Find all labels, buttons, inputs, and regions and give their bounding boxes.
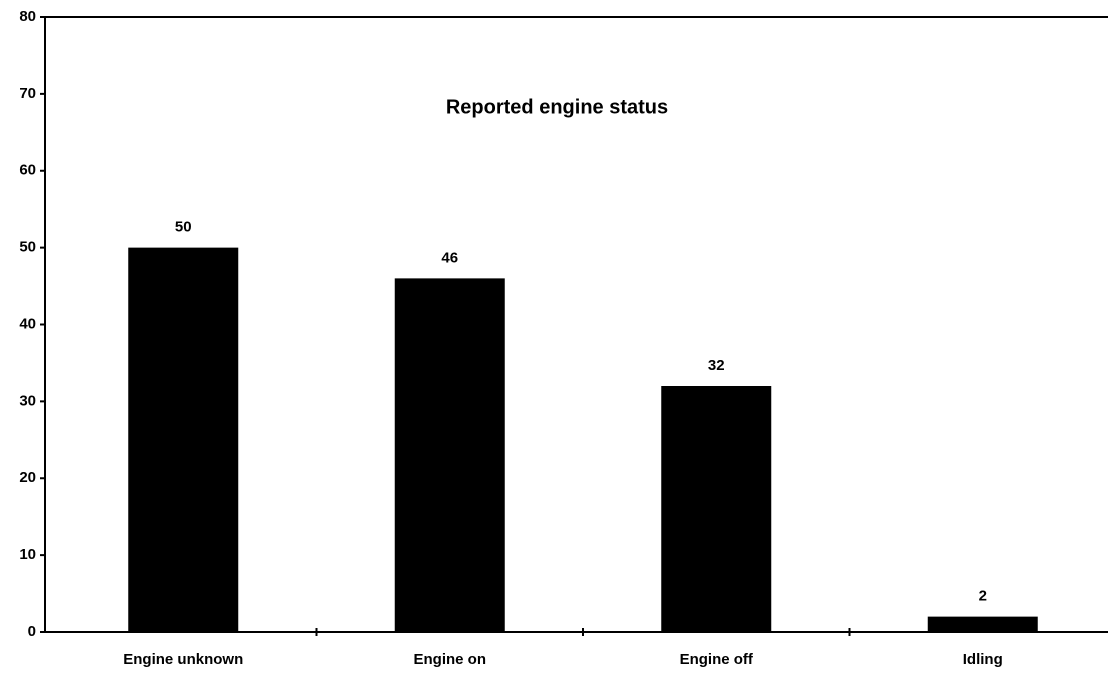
y-tick-label: 30	[19, 392, 36, 409]
y-tick-label: 60	[19, 162, 36, 179]
x-tick-label: Engine off	[680, 651, 754, 668]
y-tick-label: 80	[19, 8, 36, 25]
bar	[394, 278, 505, 632]
bar	[661, 386, 772, 632]
x-tick-label: Engine on	[414, 651, 487, 668]
x-tick-label: Idling	[963, 651, 1003, 668]
chart-title: Reported engine status	[446, 96, 668, 118]
data-label: 32	[708, 357, 725, 374]
bar	[927, 616, 1038, 632]
data-label: 50	[175, 219, 192, 236]
bar	[128, 247, 239, 632]
y-tick-label: 0	[28, 623, 36, 640]
y-tick-label: 50	[19, 239, 36, 256]
y-tick-label: 20	[19, 469, 36, 486]
x-tick-label: Engine unknown	[123, 651, 243, 668]
data-label: 46	[441, 249, 458, 266]
y-tick-label: 70	[19, 85, 36, 102]
y-tick-label: 10	[19, 546, 36, 563]
data-label: 2	[979, 588, 987, 605]
y-tick-label: 40	[19, 315, 36, 332]
